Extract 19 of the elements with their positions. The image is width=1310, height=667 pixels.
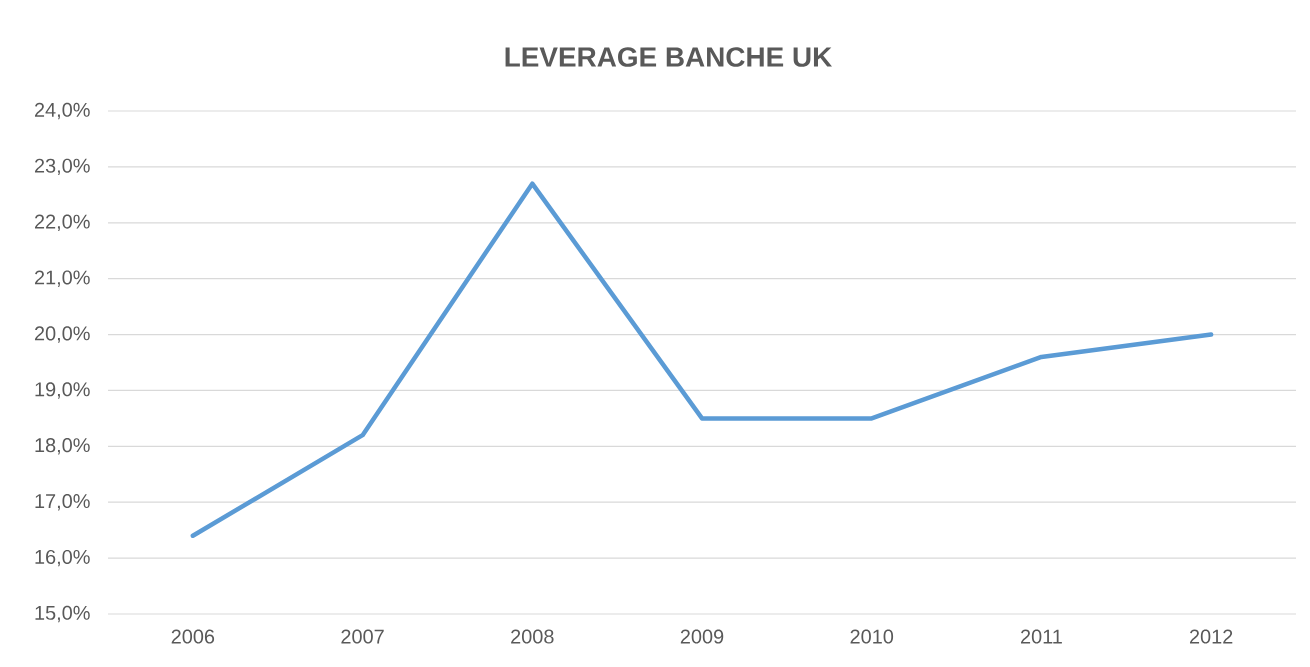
y-tick-label: 22,0% xyxy=(34,214,90,232)
x-tick-label: 2009 xyxy=(680,629,724,644)
y-tick-label: 23,0% xyxy=(34,158,90,176)
x-tick-label: 2006 xyxy=(171,629,215,644)
y-tick-label: 17,0% xyxy=(35,494,90,511)
x-tick-label: 2011 xyxy=(1021,629,1062,644)
x-tick-label: 2008 xyxy=(511,629,554,644)
y-tick-label: 21,0% xyxy=(34,270,90,287)
y-tick-label: 20,0% xyxy=(34,326,90,343)
y-tick-label: 18,0% xyxy=(35,438,90,455)
x-tick-label: 2007 xyxy=(341,629,384,644)
chart-title: LEVERAGE BANCHE UK xyxy=(505,47,832,67)
x-tick-label: 2012 xyxy=(1189,629,1233,644)
line-series xyxy=(190,181,1214,538)
y-tick-label: 24,0% xyxy=(34,102,90,120)
y-tick-label: 15,0% xyxy=(35,605,90,623)
x-tick-label: 2010 xyxy=(850,629,894,644)
y-tick-label: 16,0% xyxy=(35,549,90,567)
y-tick-label: 19,0% xyxy=(35,382,90,399)
